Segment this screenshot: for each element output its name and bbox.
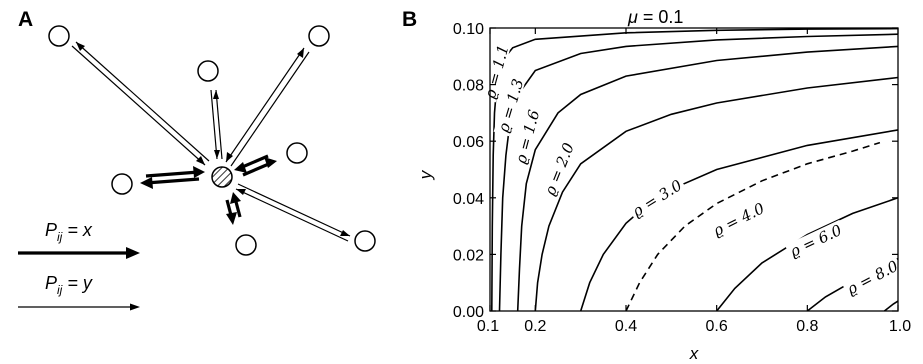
y-tick-label: 0.08 <box>453 78 484 95</box>
legend: Pij = x Pij = y <box>18 220 140 311</box>
arrowhead <box>226 212 237 225</box>
arrowhead <box>214 150 220 159</box>
contour-label-background <box>841 255 903 298</box>
contour-line <box>498 33 899 312</box>
y-tick-label: 0.10 <box>453 21 484 38</box>
arrowhead <box>196 156 205 165</box>
arrowhead <box>193 166 205 178</box>
arrowhead <box>297 48 304 58</box>
edge-thin-3-out <box>225 47 305 163</box>
contour-label-background <box>480 40 512 103</box>
plot-frame <box>489 27 899 312</box>
edge-thick-5-in <box>239 154 269 170</box>
arrowhead <box>340 230 350 236</box>
arrowhead <box>264 157 277 168</box>
node-2 <box>197 60 219 82</box>
x-tick-label: 0.2 <box>524 318 546 335</box>
contour-label-background <box>626 174 687 221</box>
x-tick-label: 0.6 <box>706 318 728 335</box>
panel-a-letter: A <box>18 8 33 31</box>
arrowhead <box>230 192 241 204</box>
edges-thick <box>145 154 272 220</box>
arrowhead <box>234 162 247 173</box>
edge-thin-3-in <box>230 51 310 167</box>
y-tick-label: 0.04 <box>453 191 484 208</box>
contour-line <box>516 45 899 312</box>
edge-thin-1-in <box>75 41 210 162</box>
axis-ticks: 0.1 0.2 0.4 0.6 0.8 1.0 0.00 0.02 0.04 0.06 0.08 0.… <box>453 21 911 335</box>
x-tick-label: 0.8 <box>796 318 818 335</box>
node-6 <box>235 234 257 256</box>
panel-b-letter: B <box>402 8 417 31</box>
contour-line <box>883 300 899 312</box>
legend-label-thick: Pij = x <box>45 220 93 244</box>
node-5 <box>286 142 308 164</box>
edge-thin-7-in <box>235 188 349 242</box>
contour-label-background <box>784 219 847 260</box>
contour-line <box>625 141 881 312</box>
node-4 <box>111 173 133 195</box>
edge-thin-2-in <box>215 89 223 160</box>
x-tick-label: 0.1 <box>477 318 499 335</box>
chart-title: μ = 0.1 <box>627 7 683 27</box>
edges-thin <box>71 41 351 242</box>
contour-label: ϱ = 3.0 <box>629 176 685 221</box>
edge-thick-4-in <box>145 170 200 178</box>
contour-label: ϱ = 4.0 <box>710 199 767 240</box>
contour-label: ϱ = 6.0 <box>787 221 845 261</box>
arrowhead <box>126 247 140 259</box>
node-7 <box>354 230 376 252</box>
x-tick-label: 1.0 <box>889 318 911 335</box>
y-tick-label: 0.02 <box>453 247 484 264</box>
node-3 <box>308 25 330 47</box>
contour-label-background <box>707 198 769 240</box>
arrowheads-thin <box>76 42 350 236</box>
center-node <box>211 166 233 188</box>
arrowhead <box>213 90 219 99</box>
y-tick-label: 0.00 <box>453 304 484 321</box>
nodes <box>48 25 376 256</box>
arrowhead <box>76 42 85 51</box>
arrowheads-thick <box>140 157 277 225</box>
y-tick-label: 0.06 <box>453 134 484 151</box>
contour-label-background <box>493 74 527 137</box>
contour-lines: ϱ = 1.1ϱ = 1.3ϱ = 1.6ϱ = 2.0ϱ = 3.0 ϱ = 4… <box>480 27 903 312</box>
contour-label-background <box>511 105 543 168</box>
arrowhead <box>236 189 246 195</box>
edge-thin-1-out <box>71 45 206 166</box>
arrowhead <box>226 152 233 162</box>
x-tick-label: 0.4 <box>615 318 637 335</box>
node-1 <box>48 25 70 47</box>
contour-label-background <box>539 137 578 200</box>
contour-line <box>716 197 899 312</box>
edge-thick-4-out <box>145 177 200 185</box>
panel-a: A <box>18 8 376 311</box>
contour-label: ϱ = 2.0 <box>541 140 578 198</box>
panel-b: B μ = 0.1 ϱ = 1.1ϱ = 1.3ϱ = 1.6ϱ = 2.0ϱ … <box>402 7 911 363</box>
x-axis-label: x <box>689 344 699 363</box>
contour-line <box>534 76 899 312</box>
arrowhead <box>130 303 140 311</box>
edge-thin-7-out <box>237 183 351 237</box>
edge-thick-5-out <box>242 161 272 177</box>
legend-label-thin: Pij = y <box>45 273 93 297</box>
arrowhead <box>140 177 153 189</box>
edge-thin-2-out <box>210 89 218 160</box>
y-axis-label: y <box>416 169 435 180</box>
contour-label: ϱ = 8.0 <box>844 257 901 298</box>
